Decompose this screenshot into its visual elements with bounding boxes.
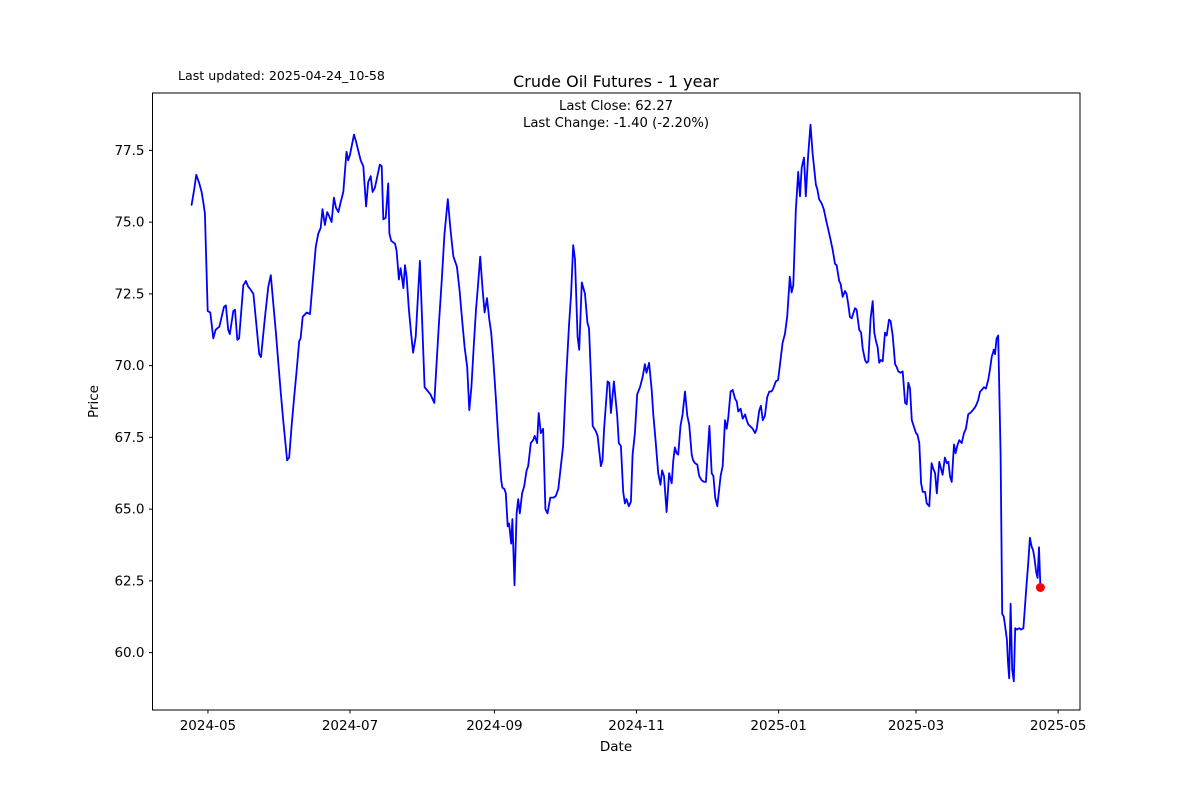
x-axis: 2024-05 2024-07 2024-09 2024-11 2025-01 2025-… bbox=[180, 710, 1086, 734]
plot-area bbox=[152, 92, 1081, 711]
y-tick-label: 75.0 bbox=[114, 215, 144, 231]
chart-title: Crude Oil Futures - 1 year bbox=[513, 72, 719, 91]
y-tick-label: 62.5 bbox=[114, 573, 144, 589]
last-change-annotation: Last Change: -1.40 (-2.20%) bbox=[523, 116, 709, 131]
last-close-annotation: Last Close: 62.27 bbox=[559, 99, 673, 114]
price-line bbox=[190, 123, 1042, 683]
y-tick-label: 77.5 bbox=[114, 143, 144, 159]
last-updated-text: Last updated: 2025-04-24_10-58 bbox=[178, 68, 385, 83]
y-axis-label: Price bbox=[86, 385, 102, 418]
y-tick-label: 70.0 bbox=[114, 358, 144, 374]
y-tick-label: 60.0 bbox=[114, 645, 144, 661]
x-tick-label: 2024-05 bbox=[180, 718, 236, 734]
x-tick-label: 2024-09 bbox=[466, 718, 522, 734]
x-tick-label: 2025-05 bbox=[1030, 718, 1086, 734]
x-axis-label: Date bbox=[600, 739, 632, 755]
x-tick-label: 2025-01 bbox=[750, 718, 806, 734]
x-tick-label: 2024-07 bbox=[322, 718, 378, 734]
y-tick-label: 65.0 bbox=[114, 502, 144, 518]
x-tick-label: 2025-03 bbox=[888, 718, 944, 734]
y-tick-label: 72.5 bbox=[114, 286, 144, 302]
y-axis: 60.0 62.5 65.0 67.5 70.0 72.5 75.0 77.5 bbox=[114, 143, 153, 661]
x-tick-label: 2024-11 bbox=[608, 718, 664, 734]
y-tick-label: 67.5 bbox=[114, 430, 144, 446]
last-price-marker bbox=[1035, 583, 1045, 592]
